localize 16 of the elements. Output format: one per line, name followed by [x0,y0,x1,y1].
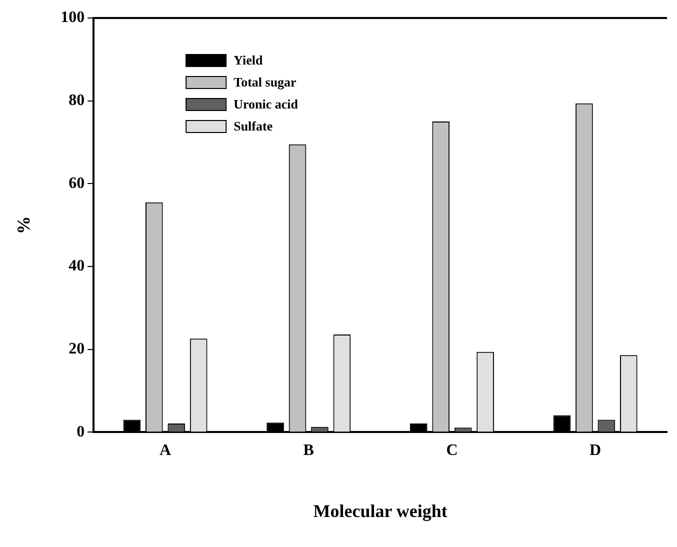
legend-label: Yield [234,52,264,68]
x-tick-label: D [590,442,602,459]
legend-label: Total sugar [234,74,297,90]
y-tick-label: 20 [68,340,85,358]
x-tick-label: B [303,442,314,459]
y-tick-label: 0 [76,423,85,440]
x-axis-title: Molecular weight [313,500,448,521]
legend-label: Uronic acid [234,96,299,112]
y-tick-label: 60 [68,174,85,192]
x-tick-label: C [446,442,458,459]
y-tick-label: 40 [68,258,85,275]
x-tick-label: A [159,442,172,459]
y-tick-label: 80 [68,92,85,109]
legend-label: Sulfate [234,118,273,134]
y-tick-label: 100 [60,9,85,26]
y-axis-title: % [13,216,34,234]
